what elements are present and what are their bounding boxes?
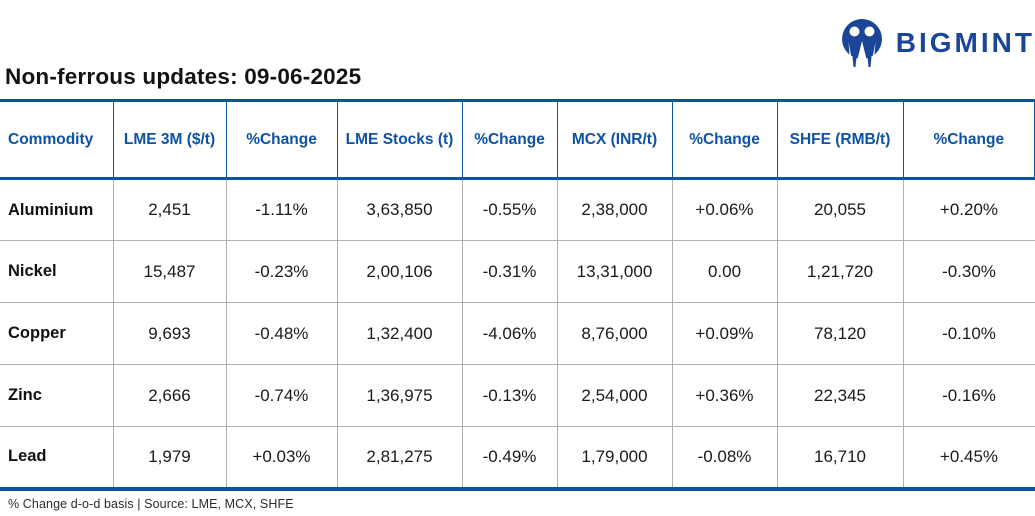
commodity-table: Commodity LME 3M ($/t) %Change LME Stocks (… — [0, 99, 1035, 491]
cell-value: 2,451 — [112, 178, 226, 241]
cell-value: 16,710 — [776, 426, 903, 491]
cell-value: 2,81,275 — [336, 426, 462, 491]
cell-value: 22,345 — [776, 364, 903, 427]
cell-value: 1,32,400 — [336, 302, 462, 365]
source-footnote: % Change d-o-d basis | Source: LME, MCX,… — [8, 497, 294, 511]
cell-value: 15,487 — [112, 240, 226, 303]
table-row: Lead 1,979 +0.03% 2,81,275 -0.49% 1,79,000 -0.… — [0, 426, 1035, 491]
cell-value: 2,666 — [112, 364, 226, 427]
cell-change: -0.31% — [461, 240, 557, 303]
table-row: Aluminium 2,451 -1.11% 3,63,850 -0.55% 2,38,0… — [0, 178, 1035, 241]
cell-value: 20,055 — [776, 178, 903, 241]
brand-logo: BIGMINT — [839, 18, 1035, 68]
column-header: %Change — [225, 99, 337, 180]
table-row: Zinc 2,666 -0.74% 1,36,975 -0.13% 2,54,000 +0.… — [0, 364, 1035, 427]
cell-commodity: Zinc — [0, 364, 113, 427]
cell-change: 0.00 — [671, 240, 777, 303]
cell-change: +0.36% — [671, 364, 777, 427]
cell-change: -0.74% — [225, 364, 337, 427]
table-row: Nickel 15,487 -0.23% 2,00,106 -0.31% 13,31,00… — [0, 240, 1035, 303]
cell-change: -0.30% — [902, 240, 1035, 303]
column-header: %Change — [902, 99, 1035, 180]
cell-value: 2,00,106 — [336, 240, 462, 303]
cell-value: 1,36,975 — [336, 364, 462, 427]
column-header: MCX (INR/t) — [556, 99, 672, 180]
cell-value: 8,76,000 — [556, 302, 672, 365]
cell-commodity: Nickel — [0, 240, 113, 303]
cell-change: -0.49% — [461, 426, 557, 491]
cell-change: -0.13% — [461, 364, 557, 427]
cell-value: 2,54,000 — [556, 364, 672, 427]
cell-change: -0.08% — [671, 426, 777, 491]
column-header: Commodity — [0, 99, 113, 180]
cell-commodity: Lead — [0, 426, 113, 491]
cell-change: +0.45% — [902, 426, 1035, 491]
cell-change: +0.03% — [225, 426, 337, 491]
cell-value: 1,21,720 — [776, 240, 903, 303]
column-header: SHFE (RMB/t) — [776, 99, 903, 180]
cell-value: 9,693 — [112, 302, 226, 365]
table-body: Aluminium 2,451 -1.11% 3,63,850 -0.55% 2,38,0… — [0, 178, 1035, 491]
cell-value: 1,979 — [112, 426, 226, 491]
table-header-row: Commodity LME 3M ($/t) %Change LME Stocks (… — [0, 99, 1035, 180]
cell-value: 1,79,000 — [556, 426, 672, 491]
cell-change: -0.48% — [225, 302, 337, 365]
bigmint-logo-icon — [839, 18, 885, 68]
cell-change: +0.06% — [671, 178, 777, 241]
cell-change: -4.06% — [461, 302, 557, 365]
brand-name: BIGMINT — [895, 27, 1035, 58]
cell-change: -0.10% — [902, 302, 1035, 365]
cell-change: +0.20% — [902, 178, 1035, 241]
cell-value: 2,38,000 — [556, 178, 672, 241]
table-row: Copper 9,693 -0.48% 1,32,400 -4.06% 8,76,000 +… — [0, 302, 1035, 365]
page-title: Non-ferrous updates: 09-06-2025 — [5, 64, 362, 89]
cell-change: -0.55% — [461, 178, 557, 241]
column-header: %Change — [461, 99, 557, 180]
cell-commodity: Copper — [0, 302, 113, 365]
column-header: LME Stocks (t) — [336, 99, 462, 180]
cell-change: +0.09% — [671, 302, 777, 365]
cell-change: -0.16% — [902, 364, 1035, 427]
column-header: %Change — [671, 99, 777, 180]
cell-value: 13,31,000 — [556, 240, 672, 303]
cell-change: -1.11% — [225, 178, 337, 241]
cell-change: -0.23% — [225, 240, 337, 303]
cell-commodity: Aluminium — [0, 178, 113, 241]
table-header: Commodity LME 3M ($/t) %Change LME Stocks (… — [0, 99, 1035, 180]
column-header: LME 3M ($/t) — [112, 99, 226, 180]
cell-value: 78,120 — [776, 302, 903, 365]
cell-value: 3,63,850 — [336, 178, 462, 241]
